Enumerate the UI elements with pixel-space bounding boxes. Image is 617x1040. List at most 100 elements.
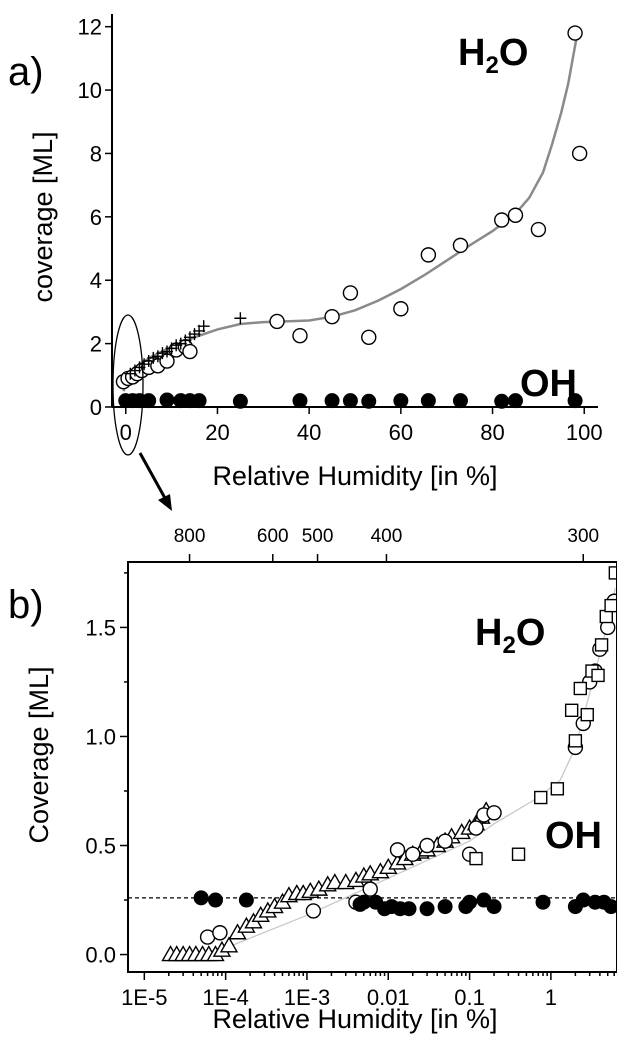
panel-b-open-square-point	[550, 782, 565, 796]
panel-b-filled-circle-point	[193, 890, 209, 906]
panel-a-filled-circle-point	[292, 393, 308, 409]
panel-b-x-tick-label: 0.1	[454, 985, 485, 1010]
panel-a-y-tick-label: 4	[90, 268, 102, 293]
panel-a-plus-point	[234, 312, 247, 325]
panel-b-open-circle-point	[419, 837, 435, 854]
panel-b-x-tick-label: 1E-5	[121, 985, 167, 1010]
panel-a-oh-label: OH	[520, 363, 577, 405]
panel-a-open-circle-point	[567, 25, 583, 41]
panel-b-y-tick-label: 1.0	[85, 724, 116, 749]
panel-b-open-circle-point	[305, 903, 322, 919]
panel-b-top-tick-label: 800	[174, 526, 206, 547]
panel-b-y-tick-label: 0.0	[85, 943, 116, 968]
panel-b-filled-circle-point	[535, 894, 551, 910]
panel-a-filled-circle-point	[141, 393, 157, 409]
panel-b-open-circle-point	[362, 881, 378, 897]
panel-a-open-circle-point	[324, 308, 340, 325]
panel-a-plus-point	[197, 320, 210, 333]
panel-b-open-square-point	[564, 703, 579, 717]
panel-a-filled-circle-point	[420, 393, 436, 409]
panel-b-top-tick-label: 500	[302, 526, 334, 547]
panel-b-ticks: 1E-5 1E-4 1E-3 0.01 0.1 1 0.0 0.5 1.0 1.5 800 600 50…	[85, 526, 615, 1010]
panel-b-y-tick-label: 1.5	[85, 615, 116, 640]
panel-b-open-circle-point	[437, 833, 453, 849]
zoom-ellipse	[112, 314, 144, 456]
panel-b-filled-circle-point	[603, 899, 617, 915]
panel-a-filled-circle-point	[342, 393, 358, 409]
panel-b-open-square-point	[534, 790, 548, 805]
panel-a-open-circle-point	[494, 212, 510, 228]
panel-b: b) Coverage [ML] Relative Humidity [in %…	[8, 526, 617, 1034]
panel-b-open-square-point	[568, 734, 583, 748]
panel-b-top-tick-label: 600	[257, 526, 289, 547]
panel-a-y-axis-title: coverage [ML]	[28, 131, 58, 302]
panel-b-filled-circle-point	[486, 899, 502, 915]
panel-a-ticks: 0 20 40 60 80 100 0 2 4 6 8 10 12	[78, 15, 603, 445]
panel-b-filled-circle-point	[437, 899, 453, 915]
panel-b-open-triangle-point	[325, 873, 344, 890]
panel-a-label: a)	[8, 50, 44, 94]
panel-a-filled-circle-point	[361, 393, 377, 409]
panel-b-guide-line	[225, 588, 616, 949]
panel-b-top-tick-label: 300	[567, 526, 599, 547]
panel-a-y-tick-label: 0	[90, 395, 102, 420]
panel-a-open-circle-point	[530, 221, 547, 238]
panel-b-open-circle-point	[405, 846, 421, 862]
panel-b-open-square-point	[573, 681, 588, 696]
panel-a-filled-circle-point	[452, 393, 468, 409]
panel-a-y-tick-label: 2	[90, 332, 102, 357]
panel-b-filled-circle-point	[419, 901, 435, 917]
panel-a-y-tick-label: 6	[90, 205, 102, 230]
zoom-arrow-head	[158, 494, 172, 511]
panel-a-x-tick-label: 100	[566, 420, 603, 445]
panel-a-x-tick-label: 0	[120, 420, 132, 445]
panel-a-open-circle-point	[361, 329, 377, 345]
panel-b-filled-circle-point	[238, 892, 254, 908]
panel-a-x-tick-label: 60	[389, 420, 413, 445]
panel-a-x-axis-title: Relative Humidity [in %]	[212, 461, 497, 491]
panel-b-oh-label: OH	[545, 815, 602, 857]
panel-b-open-square-point	[608, 566, 617, 580]
panel-a-data-points	[115, 25, 588, 409]
panel-b-filled-circle-point	[207, 892, 223, 908]
panel-a-y-tick-label: 12	[78, 15, 102, 40]
panel-a-h2o-label: H2O	[458, 32, 528, 79]
panel-b-open-circle-point	[212, 925, 228, 941]
panel-a-x-tick-label: 20	[205, 420, 229, 445]
panel-a-annotations: H2O OH	[458, 32, 577, 405]
zoom-arrow-shaft	[138, 452, 168, 501]
panel-a-y-tick-label: 8	[90, 141, 102, 166]
panel-a-y-tick-label: 10	[78, 78, 102, 103]
panel-b-data-points	[161, 566, 617, 962]
panel-b-open-square-point	[511, 847, 526, 861]
panel-a-open-circle-point	[507, 207, 524, 223]
panel-b-open-square-point	[599, 609, 613, 624]
panel-a-filled-circle-point	[159, 392, 175, 408]
panel-b-x-tick-label: 0.01	[367, 985, 410, 1010]
panel-a-open-circle-point	[393, 301, 409, 317]
panel-b-open-square-point	[594, 638, 609, 652]
panel-b-filled-circle-point	[462, 894, 478, 910]
panel-a-open-circle-point	[571, 145, 588, 162]
panel-b-filled-circle-point	[401, 901, 417, 917]
panel-b-x-axis-title: Relative Humidity [in %]	[212, 1004, 497, 1034]
panel-b-h2o-label: H2O	[475, 612, 545, 659]
panel-b-annotations: H2O OH	[475, 612, 602, 857]
panel-a-filled-circle-point	[393, 393, 409, 409]
panel-a-x-tick-label: 40	[297, 420, 321, 445]
panel-b-x-tick-label: 1E-3	[284, 985, 330, 1010]
panel-a-open-circle-point	[420, 247, 437, 263]
panel-a-filled-circle-point	[324, 393, 340, 409]
panel-a-open-circle-point	[342, 285, 359, 301]
panel-b-y-tick-label: 0.5	[85, 834, 116, 859]
panel-a-open-circle-point	[182, 343, 198, 360]
panel-b-x-tick-label: 1	[545, 985, 557, 1010]
panel-b-x-tick-label: 1E-4	[202, 985, 248, 1010]
panel-b-guide-line-group	[225, 588, 616, 949]
panel-a-open-circle-point	[269, 313, 285, 330]
panel-b-open-triangle-point	[219, 936, 239, 953]
panel-b-label: b)	[8, 583, 44, 627]
panel-a-x-tick-label: 80	[480, 420, 504, 445]
panel-b-open-square-point	[580, 707, 594, 722]
